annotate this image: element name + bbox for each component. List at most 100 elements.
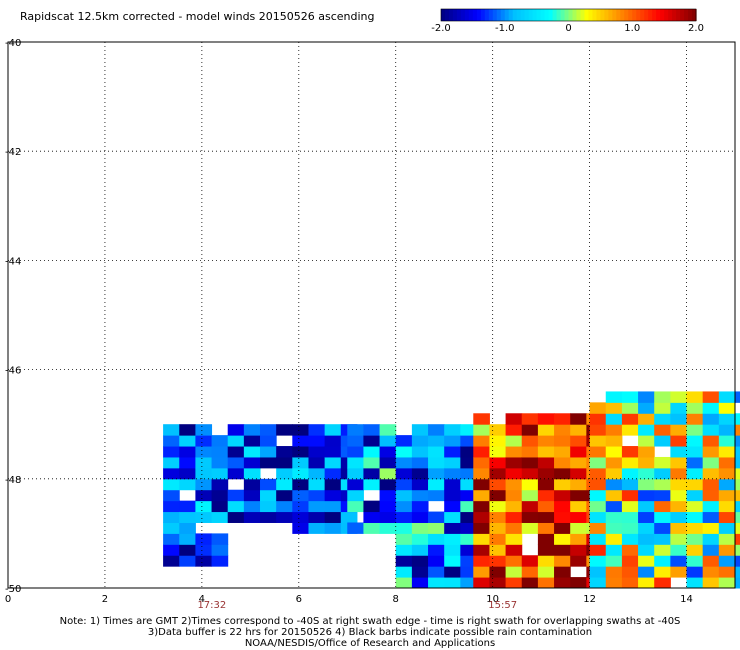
heatmap-cell (686, 478, 704, 491)
heatmap-cell (395, 555, 413, 567)
heatmap-cell (489, 511, 507, 523)
heatmap-cell (654, 544, 671, 556)
heatmap-cell (460, 577, 477, 589)
heatmap-cell (243, 456, 261, 469)
colorbar-swatch (612, 9, 617, 21)
heatmap-cell (379, 467, 397, 480)
heatmap-cell (537, 566, 555, 578)
heatmap-cell (395, 435, 413, 447)
y-tick-label: -42 (5, 147, 21, 158)
heatmap-cell (718, 544, 736, 556)
heatmap-cell (537, 467, 555, 480)
colorbar-swatch (532, 9, 538, 21)
heatmap-cell (589, 489, 607, 502)
heatmap-cell (570, 522, 587, 534)
heatmap-cell (227, 489, 245, 502)
colorbar-tick-label: -1.0 (495, 23, 515, 34)
heatmap-cell (537, 424, 555, 436)
heatmap-cell (473, 511, 490, 523)
colorbar-swatch (632, 9, 637, 21)
heatmap-cell (570, 489, 587, 502)
grid-lines (8, 42, 735, 588)
colorbar-swatch (552, 9, 558, 21)
heatmap-cell (276, 467, 293, 480)
heatmap-cell (605, 402, 623, 414)
colorbar-swatch (680, 9, 685, 21)
heatmap-cell (243, 478, 261, 491)
heatmap-cell (638, 489, 655, 502)
heatmap-cell (379, 446, 397, 458)
colorbar-swatch (580, 9, 586, 21)
heatmap-cell (243, 489, 261, 502)
heatmap-cell (589, 544, 607, 556)
heatmap-cell (638, 413, 655, 425)
heatmap-cell (654, 478, 671, 491)
heatmap-cell (621, 500, 639, 513)
heatmap-cell (179, 500, 196, 513)
heatmap-cell (718, 533, 736, 545)
heatmap-cell (621, 467, 639, 480)
heatmap-cell (537, 555, 555, 567)
heatmap-cell (570, 500, 587, 513)
heatmap-cell (686, 402, 704, 414)
heatmap-cell (589, 500, 607, 513)
heatmap-cell (554, 511, 571, 523)
heatmap-cell (444, 500, 461, 513)
colorbar-swatch (472, 9, 478, 21)
heatmap-cell (428, 456, 445, 469)
heatmap-cell (654, 424, 671, 436)
heatmap-cell (179, 511, 196, 523)
heatmap-cell (638, 555, 655, 567)
heatmap-cell (670, 456, 688, 469)
heatmap-cell (554, 577, 571, 589)
heatmap-cell (718, 391, 736, 403)
heatmap-cell (686, 456, 704, 469)
heatmap-cell (347, 456, 364, 469)
heatmap-cell (505, 566, 523, 578)
heatmap-cell (638, 566, 655, 578)
heatmap-cell (521, 478, 539, 491)
heatmap-cell (718, 566, 736, 578)
heatmap-cell (211, 467, 229, 480)
heatmap-cell (473, 446, 490, 458)
heatmap-cell (554, 467, 571, 480)
heatmap-cell (621, 511, 639, 523)
heatmap-cell (308, 489, 326, 502)
heatmap-cell (521, 467, 539, 480)
heatmap-cell (605, 566, 623, 578)
heatmap-cell (260, 478, 277, 491)
heatmap-cell (654, 500, 671, 513)
heatmap-cell (554, 489, 571, 502)
heatmap-cell (227, 435, 245, 447)
heatmap-cell (718, 446, 736, 458)
heatmap-cell (670, 533, 688, 545)
heatmap-cell (363, 500, 381, 513)
heatmap-cell (702, 544, 720, 556)
colorbar-swatch (516, 9, 522, 21)
heatmap-cell (537, 544, 555, 556)
heatmap-cell (324, 500, 342, 513)
heatmap-cell (395, 522, 413, 534)
heatmap-cell (260, 435, 277, 447)
colorbar-swatch (624, 9, 629, 21)
heatmap-cell (621, 402, 639, 414)
heatmap-cell (243, 435, 261, 447)
heatmap-cell (570, 544, 587, 556)
heatmap-cell (395, 500, 413, 513)
heatmap-cell (324, 511, 342, 523)
heatmap-cell (444, 456, 461, 469)
heatmap-cell (605, 577, 623, 589)
heatmap-cell (734, 511, 740, 523)
heatmap-cell (638, 478, 655, 491)
heatmap-cell (428, 511, 445, 523)
colorbar-swatch (544, 9, 550, 21)
heatmap-cell (163, 446, 180, 458)
heatmap-cell (686, 489, 704, 502)
heatmap-cell (276, 456, 293, 469)
heatmap-cell (473, 522, 490, 534)
heatmap-cell (473, 544, 490, 556)
heatmap-cell (554, 478, 571, 491)
heatmap-cell (734, 544, 740, 556)
heatmap-cell (347, 489, 364, 502)
heatmap-cell (537, 413, 555, 425)
